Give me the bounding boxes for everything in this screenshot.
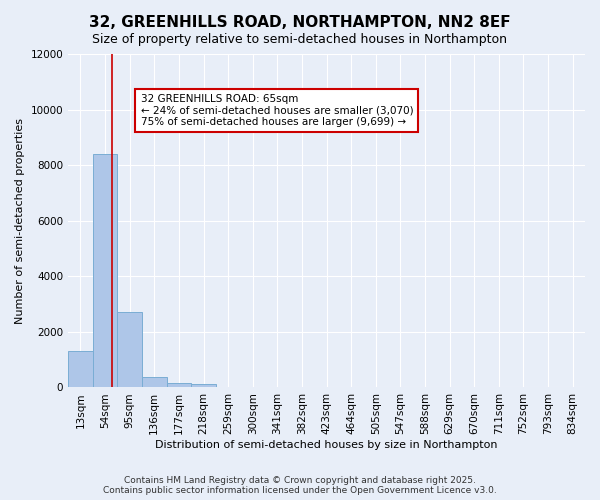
Bar [167,384,191,388]
Bar [191,384,216,388]
Y-axis label: Number of semi-detached properties: Number of semi-detached properties [15,118,25,324]
Text: 32 GREENHILLS ROAD: 65sqm
← 24% of semi-detached houses are smaller (3,070)
75% : 32 GREENHILLS ROAD: 65sqm ← 24% of semi-… [140,94,413,127]
Text: Contains HM Land Registry data © Crown copyright and database right 2025.
Contai: Contains HM Land Registry data © Crown c… [103,476,497,495]
Bar [118,312,142,388]
Text: 32, GREENHILLS ROAD, NORTHAMPTON, NN2 8EF: 32, GREENHILLS ROAD, NORTHAMPTON, NN2 8E… [89,15,511,30]
Bar [142,377,167,388]
Text: Size of property relative to semi-detached houses in Northampton: Size of property relative to semi-detach… [92,32,508,46]
Bar [93,154,118,388]
X-axis label: Distribution of semi-detached houses by size in Northampton: Distribution of semi-detached houses by … [155,440,498,450]
Bar [68,352,93,388]
